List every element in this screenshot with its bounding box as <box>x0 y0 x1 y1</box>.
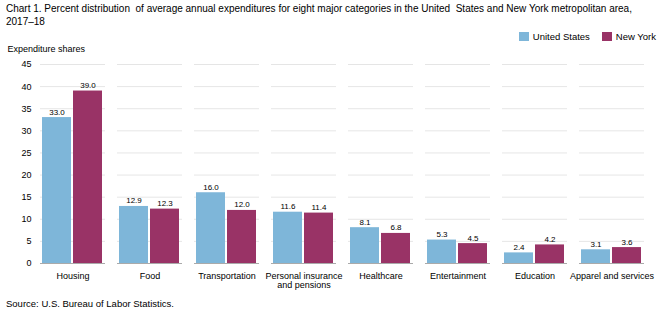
svg-text:25: 25 <box>21 148 31 158</box>
html-text:New York: New York <box>615 31 656 42</box>
svg-text:Apparel and services: Apparel and services <box>570 271 655 281</box>
svg-text:12.0: 12.0 <box>234 200 250 209</box>
svg-text:Healthcare: Healthcare <box>359 271 403 281</box>
svg-text:6.8: 6.8 <box>390 223 402 232</box>
svg-text:45: 45 <box>21 59 31 69</box>
svg-text:5: 5 <box>26 236 31 246</box>
svg-text:11.4: 11.4 <box>312 203 328 212</box>
svg-text:Food: Food <box>140 271 161 281</box>
svg-text:35: 35 <box>21 104 31 114</box>
svg-text:39.0: 39.0 <box>80 81 96 90</box>
svg-text:40: 40 <box>21 81 31 91</box>
svg-text:Expenditure shares: Expenditure shares <box>8 44 86 54</box>
svg-text:Education: Education <box>515 271 555 281</box>
svg-text:0: 0 <box>26 258 31 268</box>
html-text:Source: U.S. Bureau of Labor S: Source: U.S. Bureau of Labor Statistics. <box>6 298 174 309</box>
svg-text:11.6: 11.6 <box>281 202 297 211</box>
svg-text:16.0: 16.0 <box>203 183 219 192</box>
html-text:United States: United States <box>532 31 590 42</box>
svg-text:3.6: 3.6 <box>621 238 633 247</box>
svg-text:8.1: 8.1 <box>359 218 371 227</box>
svg-text:Transportation: Transportation <box>198 271 256 281</box>
svg-text:20: 20 <box>21 170 31 180</box>
svg-text:12.3: 12.3 <box>157 199 173 208</box>
html-text:Chart 1. Percent distribution: Chart 1. Percent distribution of average… <box>6 3 632 27</box>
svg-text:5.3: 5.3 <box>436 230 448 239</box>
svg-text:4.2: 4.2 <box>544 235 556 244</box>
svg-text:2.4: 2.4 <box>513 243 525 252</box>
svg-text:12.9: 12.9 <box>126 196 142 205</box>
svg-text:10: 10 <box>21 214 31 224</box>
svg-text:33.0: 33.0 <box>49 108 65 117</box>
svg-text:4.5: 4.5 <box>467 234 479 243</box>
svg-text:Entertainment: Entertainment <box>430 271 487 281</box>
svg-text:30: 30 <box>21 126 31 136</box>
svg-text:Housing: Housing <box>56 271 89 281</box>
svg-text:Personal insuranceand pensions: Personal insuranceand pensions <box>265 271 342 290</box>
svg-text:3.1: 3.1 <box>590 240 602 249</box>
svg-text:15: 15 <box>21 192 31 202</box>
